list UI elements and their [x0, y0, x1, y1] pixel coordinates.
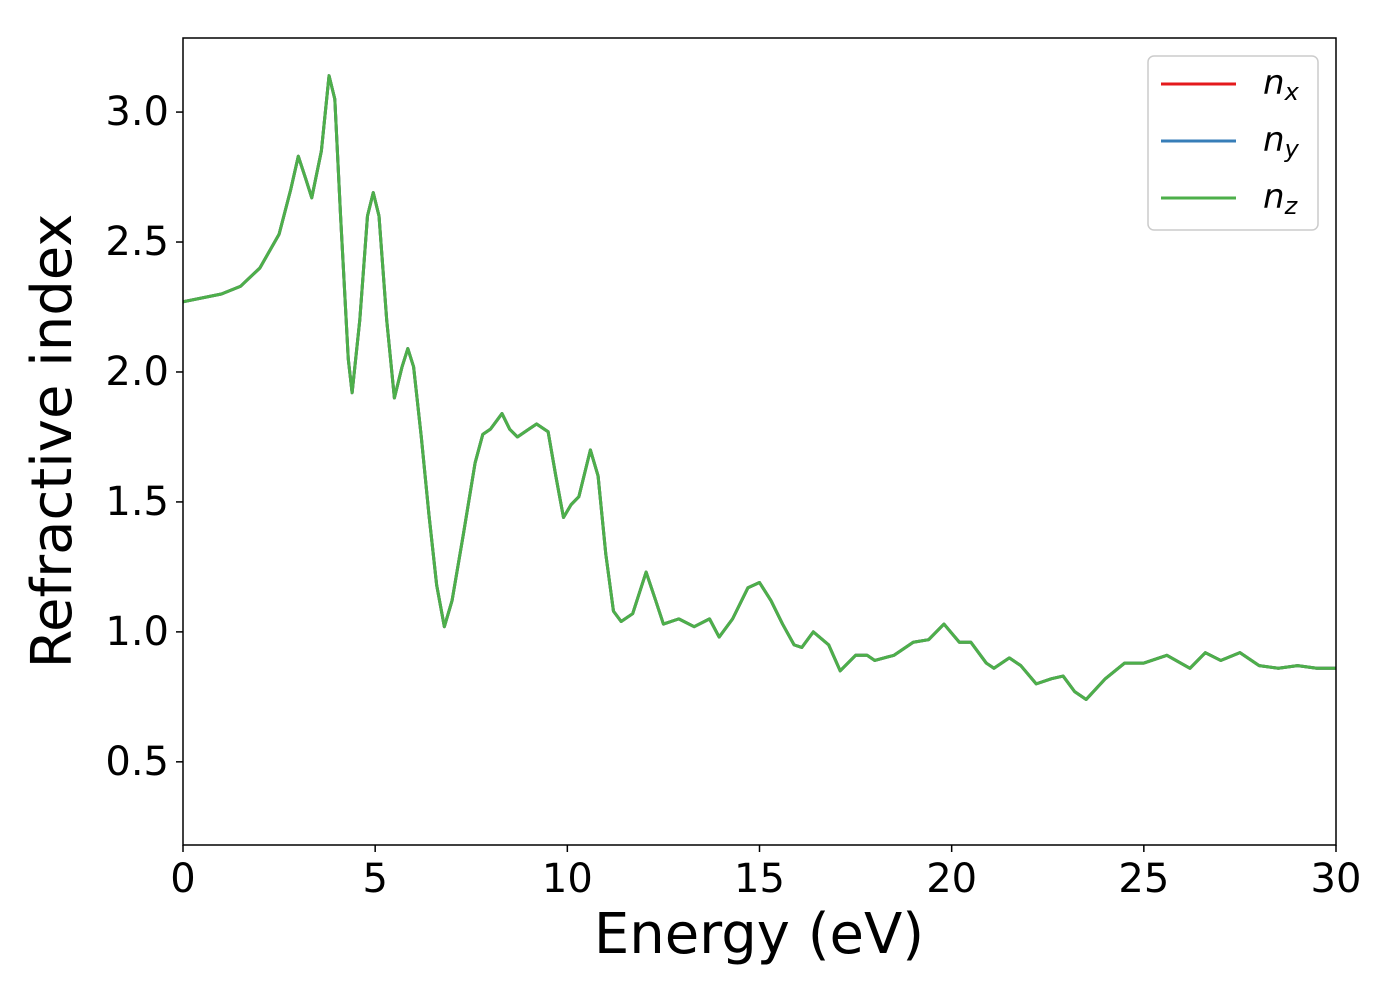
x-tick-label: 15: [734, 856, 785, 902]
legend-label: nz: [1263, 177, 1299, 221]
y-tick-label: 1.5: [105, 479, 169, 525]
x-tick-label: 5: [362, 856, 387, 902]
x-tick-label: 10: [542, 856, 593, 902]
x-tick-label: 30: [1311, 856, 1362, 902]
y-tick-label: 2.5: [105, 219, 169, 265]
y-tick-label: 3.0: [105, 89, 169, 135]
legend-box: [1147, 55, 1319, 231]
legend-label: ny: [1263, 120, 1300, 164]
x-axis-label: Energy (eV): [594, 902, 924, 967]
line-series: [183, 74, 1336, 701]
x-tick-label: 20: [926, 856, 977, 902]
legend-label: nx: [1263, 63, 1300, 107]
y-tick-label: 2.0: [105, 349, 169, 395]
x-tick-label: 0: [170, 856, 195, 902]
x-tick-label: 25: [1118, 856, 1169, 902]
y-axis-label: Refractive index: [20, 214, 85, 669]
y-tick-label: 0.5: [105, 739, 169, 785]
plot-frame: [182, 37, 1337, 846]
y-tick-label: 1.0: [105, 609, 169, 655]
